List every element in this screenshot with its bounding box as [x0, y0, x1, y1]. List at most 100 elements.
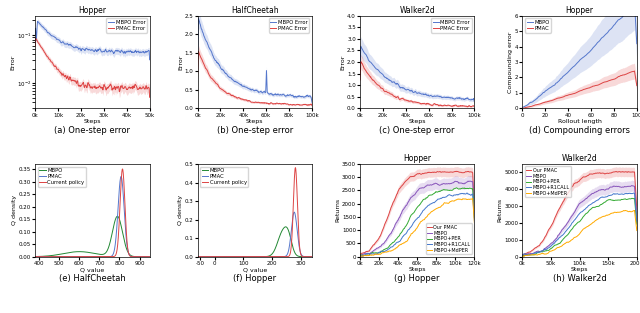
Current policy	[99, 255, 106, 259]
PMAC	[246, 255, 253, 259]
MBPO	[633, 42, 640, 46]
MBPO	[52, 253, 60, 257]
MBPO	[545, 87, 553, 90]
MBPO Error	[357, 44, 365, 48]
MBPO+PER	[378, 249, 386, 253]
X-axis label: Q value: Q value	[80, 267, 104, 272]
MBPO	[194, 255, 202, 259]
Our PMAC	[525, 250, 533, 254]
MBPO Error	[425, 93, 433, 97]
Title: Walker2d: Walker2d	[399, 6, 435, 15]
Line: Our PMAC: Our PMAC	[360, 171, 474, 255]
MBPO+R1CALL	[356, 254, 364, 258]
Legend: MBPO, PMAC, Current policy: MBPO, PMAC, Current policy	[38, 167, 86, 187]
MBPO+MdPER	[469, 197, 477, 200]
MBPO+MdPER	[378, 252, 385, 255]
PMAC	[52, 255, 60, 259]
PMAC	[280, 255, 287, 259]
Text: (f) Hopper: (f) Hopper	[233, 274, 276, 283]
PMAC	[99, 255, 106, 259]
PMAC	[633, 84, 640, 88]
Line: PMAC Error: PMAC Error	[360, 62, 474, 107]
MBPO Error	[427, 94, 435, 97]
PMAC	[261, 255, 269, 259]
Line: PMAC: PMAC	[35, 177, 150, 257]
Line: MBPO Error: MBPO Error	[360, 46, 474, 102]
Current policy	[246, 255, 253, 259]
MBPO+PER	[523, 254, 531, 257]
PMAC Error	[262, 101, 270, 105]
MBPO+PER	[360, 254, 368, 258]
Y-axis label: Returns: Returns	[498, 198, 503, 222]
MBPO Error	[453, 96, 461, 100]
PMAC Error	[291, 103, 298, 106]
Line: MBPO+MdPER: MBPO+MdPER	[360, 198, 474, 256]
MBPO	[627, 5, 635, 9]
Our PMAC	[633, 208, 640, 211]
Our PMAC	[523, 251, 531, 255]
Text: (d) Compounding errors: (d) Compounding errors	[529, 126, 630, 135]
Legend: MBPO Error, PMAC Error: MBPO Error, PMAC Error	[106, 18, 147, 33]
Our PMAC	[387, 207, 394, 211]
MBPO+PER	[356, 254, 364, 257]
Current policy	[292, 166, 300, 170]
MBPO Error	[460, 98, 468, 101]
MBPO	[387, 232, 394, 236]
Line: MBPO: MBPO	[35, 216, 150, 257]
Line: PMAC: PMAC	[522, 71, 637, 108]
MBPO Error	[262, 90, 269, 94]
PMAC	[31, 255, 39, 259]
MBPO Error	[146, 58, 154, 62]
X-axis label: Steps: Steps	[246, 119, 264, 124]
MBPO	[108, 234, 115, 238]
Line: MBPO: MBPO	[522, 186, 637, 256]
MBPO	[246, 255, 253, 259]
MBPO+PER	[452, 186, 460, 190]
Our PMAC	[540, 238, 548, 241]
MBPO+PER	[633, 222, 640, 226]
Y-axis label: Error: Error	[10, 54, 15, 70]
Current policy	[214, 255, 221, 259]
Current policy	[308, 255, 316, 259]
MBPO+R1CALL	[630, 191, 638, 195]
Text: (c) One-step error: (c) One-step error	[380, 126, 455, 135]
Y-axis label: Error: Error	[179, 54, 183, 70]
PMAC	[108, 254, 115, 258]
PMAC Error	[298, 103, 305, 107]
MBPO+R1CALL	[470, 219, 478, 223]
PMAC	[118, 175, 125, 179]
MBPO+PER	[470, 216, 478, 220]
PMAC	[223, 255, 231, 259]
Current policy	[223, 255, 231, 259]
Our PMAC	[518, 254, 526, 257]
Line: MBPO: MBPO	[360, 181, 474, 255]
Line: Current policy: Current policy	[198, 168, 312, 257]
MBPO Error	[31, 32, 39, 36]
MBPO Error	[100, 49, 108, 53]
MBPO	[577, 57, 585, 61]
MBPO+R1CALL	[378, 249, 385, 253]
X-axis label: Steps: Steps	[408, 267, 426, 272]
MBPO+MdPER	[549, 249, 557, 252]
MBPO	[99, 253, 106, 256]
MBPO+R1CALL	[526, 253, 534, 257]
MBPO+R1CALL	[633, 219, 640, 223]
MBPO	[261, 255, 269, 259]
MBPO	[540, 248, 548, 252]
MBPO	[465, 179, 473, 183]
MBPO	[31, 255, 39, 259]
Legend: Our PMAC, MBPO, MBPO+PER, MBPO+R1CALL, MBPO+MdPER: Our PMAC, MBPO, MBPO+PER, MBPO+R1CALL, M…	[525, 167, 572, 197]
Text: (e) HalfCheetah: (e) HalfCheetah	[59, 274, 126, 283]
PMAC Error	[32, 37, 40, 41]
MBPO	[549, 241, 557, 244]
MBPO	[146, 255, 154, 259]
MBPO+PER	[627, 197, 635, 201]
MBPO+MdPER	[361, 254, 369, 257]
Title: Hopper: Hopper	[566, 6, 594, 15]
MBPO+R1CALL	[387, 246, 394, 249]
MBPO+PER	[525, 253, 533, 256]
MBPO+MdPER	[633, 229, 640, 233]
PMAC	[83, 255, 91, 259]
MBPO+PER	[518, 254, 526, 258]
Y-axis label: Compounding error: Compounding error	[508, 31, 513, 93]
